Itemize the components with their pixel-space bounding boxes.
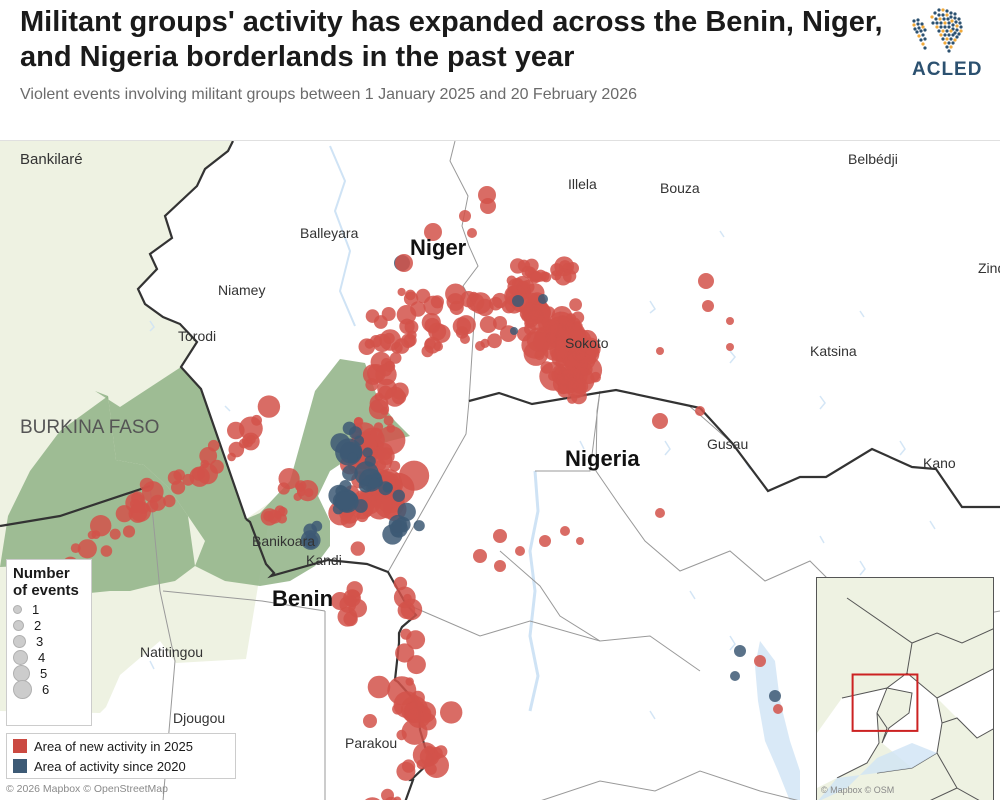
svg-text:Kano: Kano <box>923 455 956 471</box>
svg-text:Nigeria: Nigeria <box>565 446 640 471</box>
svg-text:Bouza: Bouza <box>660 180 700 196</box>
svg-text:© Mapbox © OSM: © Mapbox © OSM <box>821 785 894 795</box>
svg-text:Djougou: Djougou <box>173 710 225 726</box>
svg-text:Niamey: Niamey <box>218 282 265 298</box>
svg-text:Torodi: Torodi <box>178 328 216 344</box>
svg-text:Niger: Niger <box>410 235 467 260</box>
svg-text:Sokoto: Sokoto <box>565 335 609 351</box>
svg-text:Benin: Benin <box>272 586 333 611</box>
svg-text:Gusau: Gusau <box>707 436 748 452</box>
svg-text:Kandi: Kandi <box>306 552 342 568</box>
svg-text:Zinder: Zinder <box>978 260 1000 276</box>
svg-text:Natitingou: Natitingou <box>140 644 203 660</box>
svg-text:Banikoara: Banikoara <box>252 533 315 549</box>
svg-text:Parakou: Parakou <box>345 735 397 751</box>
svg-text:Belbédji: Belbédji <box>848 151 898 167</box>
svg-text:Katsina: Katsina <box>810 343 857 359</box>
svg-text:Illela: Illela <box>568 176 597 192</box>
svg-text:Balleyara: Balleyara <box>300 225 359 241</box>
svg-text:BURKINA FASO: BURKINA FASO <box>20 417 159 438</box>
svg-text:Bankilaré: Bankilaré <box>20 151 83 168</box>
